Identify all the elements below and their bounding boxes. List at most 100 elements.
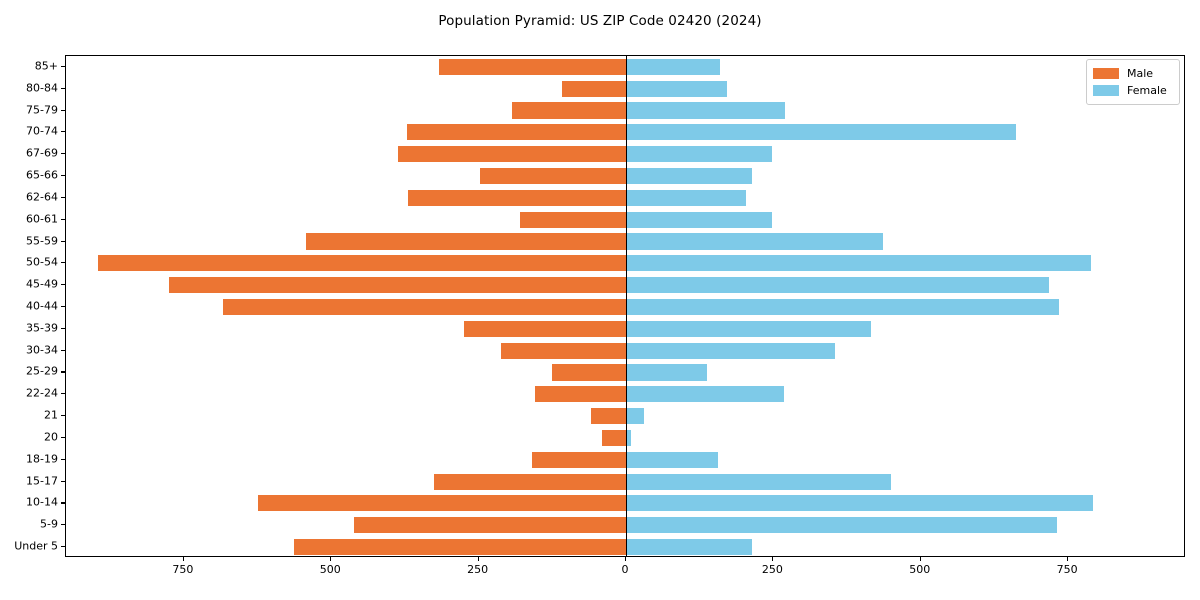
y-axis-tick-mark <box>61 306 65 308</box>
chart-title: Population Pyramid: US ZIP Code 02420 (2… <box>438 13 762 29</box>
bar-male-under-5[interactable] <box>294 539 626 556</box>
x-axis-tick-mark <box>330 557 332 561</box>
chart-legend: Male Female <box>1086 59 1180 105</box>
y-axis-tick-mark <box>61 393 65 395</box>
bar-female-30-34[interactable] <box>626 342 836 359</box>
y-axis-tick-mark <box>61 502 65 504</box>
y-axis-tick-mark <box>61 415 65 417</box>
bars-layer <box>66 56 1184 556</box>
legend-item-female[interactable]: Female <box>1093 82 1173 99</box>
bar-female-20[interactable] <box>626 429 631 447</box>
y-axis-tick-label: 40-44 <box>26 299 58 313</box>
bar-male-5-9[interactable] <box>353 517 626 534</box>
x-axis-tick-mark <box>1067 557 1069 561</box>
bar-male-55-59[interactable] <box>305 233 626 250</box>
x-axis-tick-mark <box>625 557 627 561</box>
y-axis-tick-label: 35-39 <box>26 321 58 335</box>
bar-female-18-19[interactable] <box>626 451 718 468</box>
bar-female-75-79[interactable] <box>626 102 786 119</box>
bar-male-80-84[interactable] <box>562 80 626 97</box>
legend-item-male[interactable]: Male <box>1093 65 1173 82</box>
bar-female-22-24[interactable] <box>626 386 784 403</box>
x-axis-tick-mark <box>772 557 774 561</box>
y-axis-tick-label: 70-74 <box>26 124 58 138</box>
y-axis-tick-mark <box>61 65 65 67</box>
bar-male-50-54[interactable] <box>97 255 626 272</box>
bar-female-25-29[interactable] <box>626 364 708 381</box>
bar-male-25-29[interactable] <box>551 364 626 381</box>
bar-female-40-44[interactable] <box>626 298 1060 316</box>
bar-female-70-74[interactable] <box>626 124 1016 141</box>
bar-row <box>66 451 1184 468</box>
bar-male-40-44[interactable] <box>222 298 626 316</box>
y-axis-tick-mark <box>61 240 65 242</box>
bar-row <box>66 320 1184 337</box>
bar-male-22-24[interactable] <box>535 386 626 403</box>
bar-row <box>66 189 1184 206</box>
bar-female-35-39[interactable] <box>626 320 872 337</box>
bar-female-67-69[interactable] <box>626 146 773 163</box>
bar-male-65-66[interactable] <box>479 167 626 185</box>
bar-male-45-49[interactable] <box>169 277 626 294</box>
legend-label-male: Male <box>1127 67 1154 80</box>
bar-male-15-17[interactable] <box>434 473 626 490</box>
bar-male-30-34[interactable] <box>501 342 626 359</box>
x-axis-tick-label: 250 <box>467 563 489 576</box>
y-axis-tick-label: 21 <box>44 408 58 422</box>
legend-label-female: Female <box>1127 84 1167 97</box>
y-axis-tick-label: 85+ <box>34 59 58 73</box>
bar-row <box>66 298 1184 316</box>
bar-female-60-61[interactable] <box>626 211 773 228</box>
bar-female-21[interactable] <box>626 408 645 425</box>
bar-row <box>66 473 1184 490</box>
bar-row <box>66 277 1184 294</box>
y-axis-tick-label: 5-9 <box>40 517 58 531</box>
bar-female-55-59[interactable] <box>626 233 883 250</box>
bar-female-5-9[interactable] <box>626 517 1057 534</box>
y-axis-tick-mark <box>61 218 65 220</box>
x-axis-tick-label: 0 <box>621 563 629 576</box>
y-axis-tick-mark <box>61 175 65 177</box>
y-axis-tick-label: 10-14 <box>26 495 58 509</box>
x-axis-tick-label: 750 <box>172 563 194 576</box>
bar-female-45-49[interactable] <box>626 277 1049 294</box>
y-axis-tick-label: 15-17 <box>26 474 58 488</box>
bar-female-65-66[interactable] <box>626 167 753 185</box>
bar-male-70-74[interactable] <box>407 124 626 141</box>
bar-male-10-14[interactable] <box>258 495 626 512</box>
bar-female-10-14[interactable] <box>626 495 1093 512</box>
bar-male-67-69[interactable] <box>398 146 626 163</box>
bar-male-62-64[interactable] <box>408 189 626 206</box>
bar-female-62-64[interactable] <box>626 189 747 206</box>
x-axis-tick-mark <box>182 557 184 561</box>
y-axis-tick-label: 80-84 <box>26 81 58 95</box>
y-axis-tick-label: 60-61 <box>26 212 58 226</box>
bar-row <box>66 342 1184 359</box>
bar-male-75-79[interactable] <box>511 102 626 119</box>
bar-male-21[interactable] <box>590 408 626 425</box>
bar-female-50-54[interactable] <box>626 255 1091 272</box>
y-axis-tick-mark <box>61 196 65 198</box>
zero-axis-line <box>626 56 628 556</box>
y-axis-tick-mark <box>61 480 65 482</box>
y-axis-tick-mark <box>61 109 65 111</box>
bar-female-80-84[interactable] <box>626 80 727 97</box>
bar-male-20[interactable] <box>602 429 626 447</box>
bar-female-85[interactable] <box>626 58 720 75</box>
bar-female-under-5[interactable] <box>626 539 752 556</box>
bar-male-35-39[interactable] <box>463 320 626 337</box>
y-axis-tick-mark <box>61 131 65 133</box>
y-axis-tick-mark <box>61 153 65 155</box>
bar-female-15-17[interactable] <box>626 473 891 490</box>
y-axis-tick-label: 67-69 <box>26 146 58 160</box>
bar-male-18-19[interactable] <box>532 451 626 468</box>
bar-row <box>66 58 1184 75</box>
x-axis-tick-label: 500 <box>319 563 341 576</box>
bar-row <box>66 517 1184 534</box>
bar-row <box>66 255 1184 272</box>
y-axis-tick-mark <box>61 327 65 329</box>
legend-swatch-female <box>1093 85 1119 96</box>
bar-male-60-61[interactable] <box>519 211 626 228</box>
bar-male-85[interactable] <box>438 58 626 75</box>
